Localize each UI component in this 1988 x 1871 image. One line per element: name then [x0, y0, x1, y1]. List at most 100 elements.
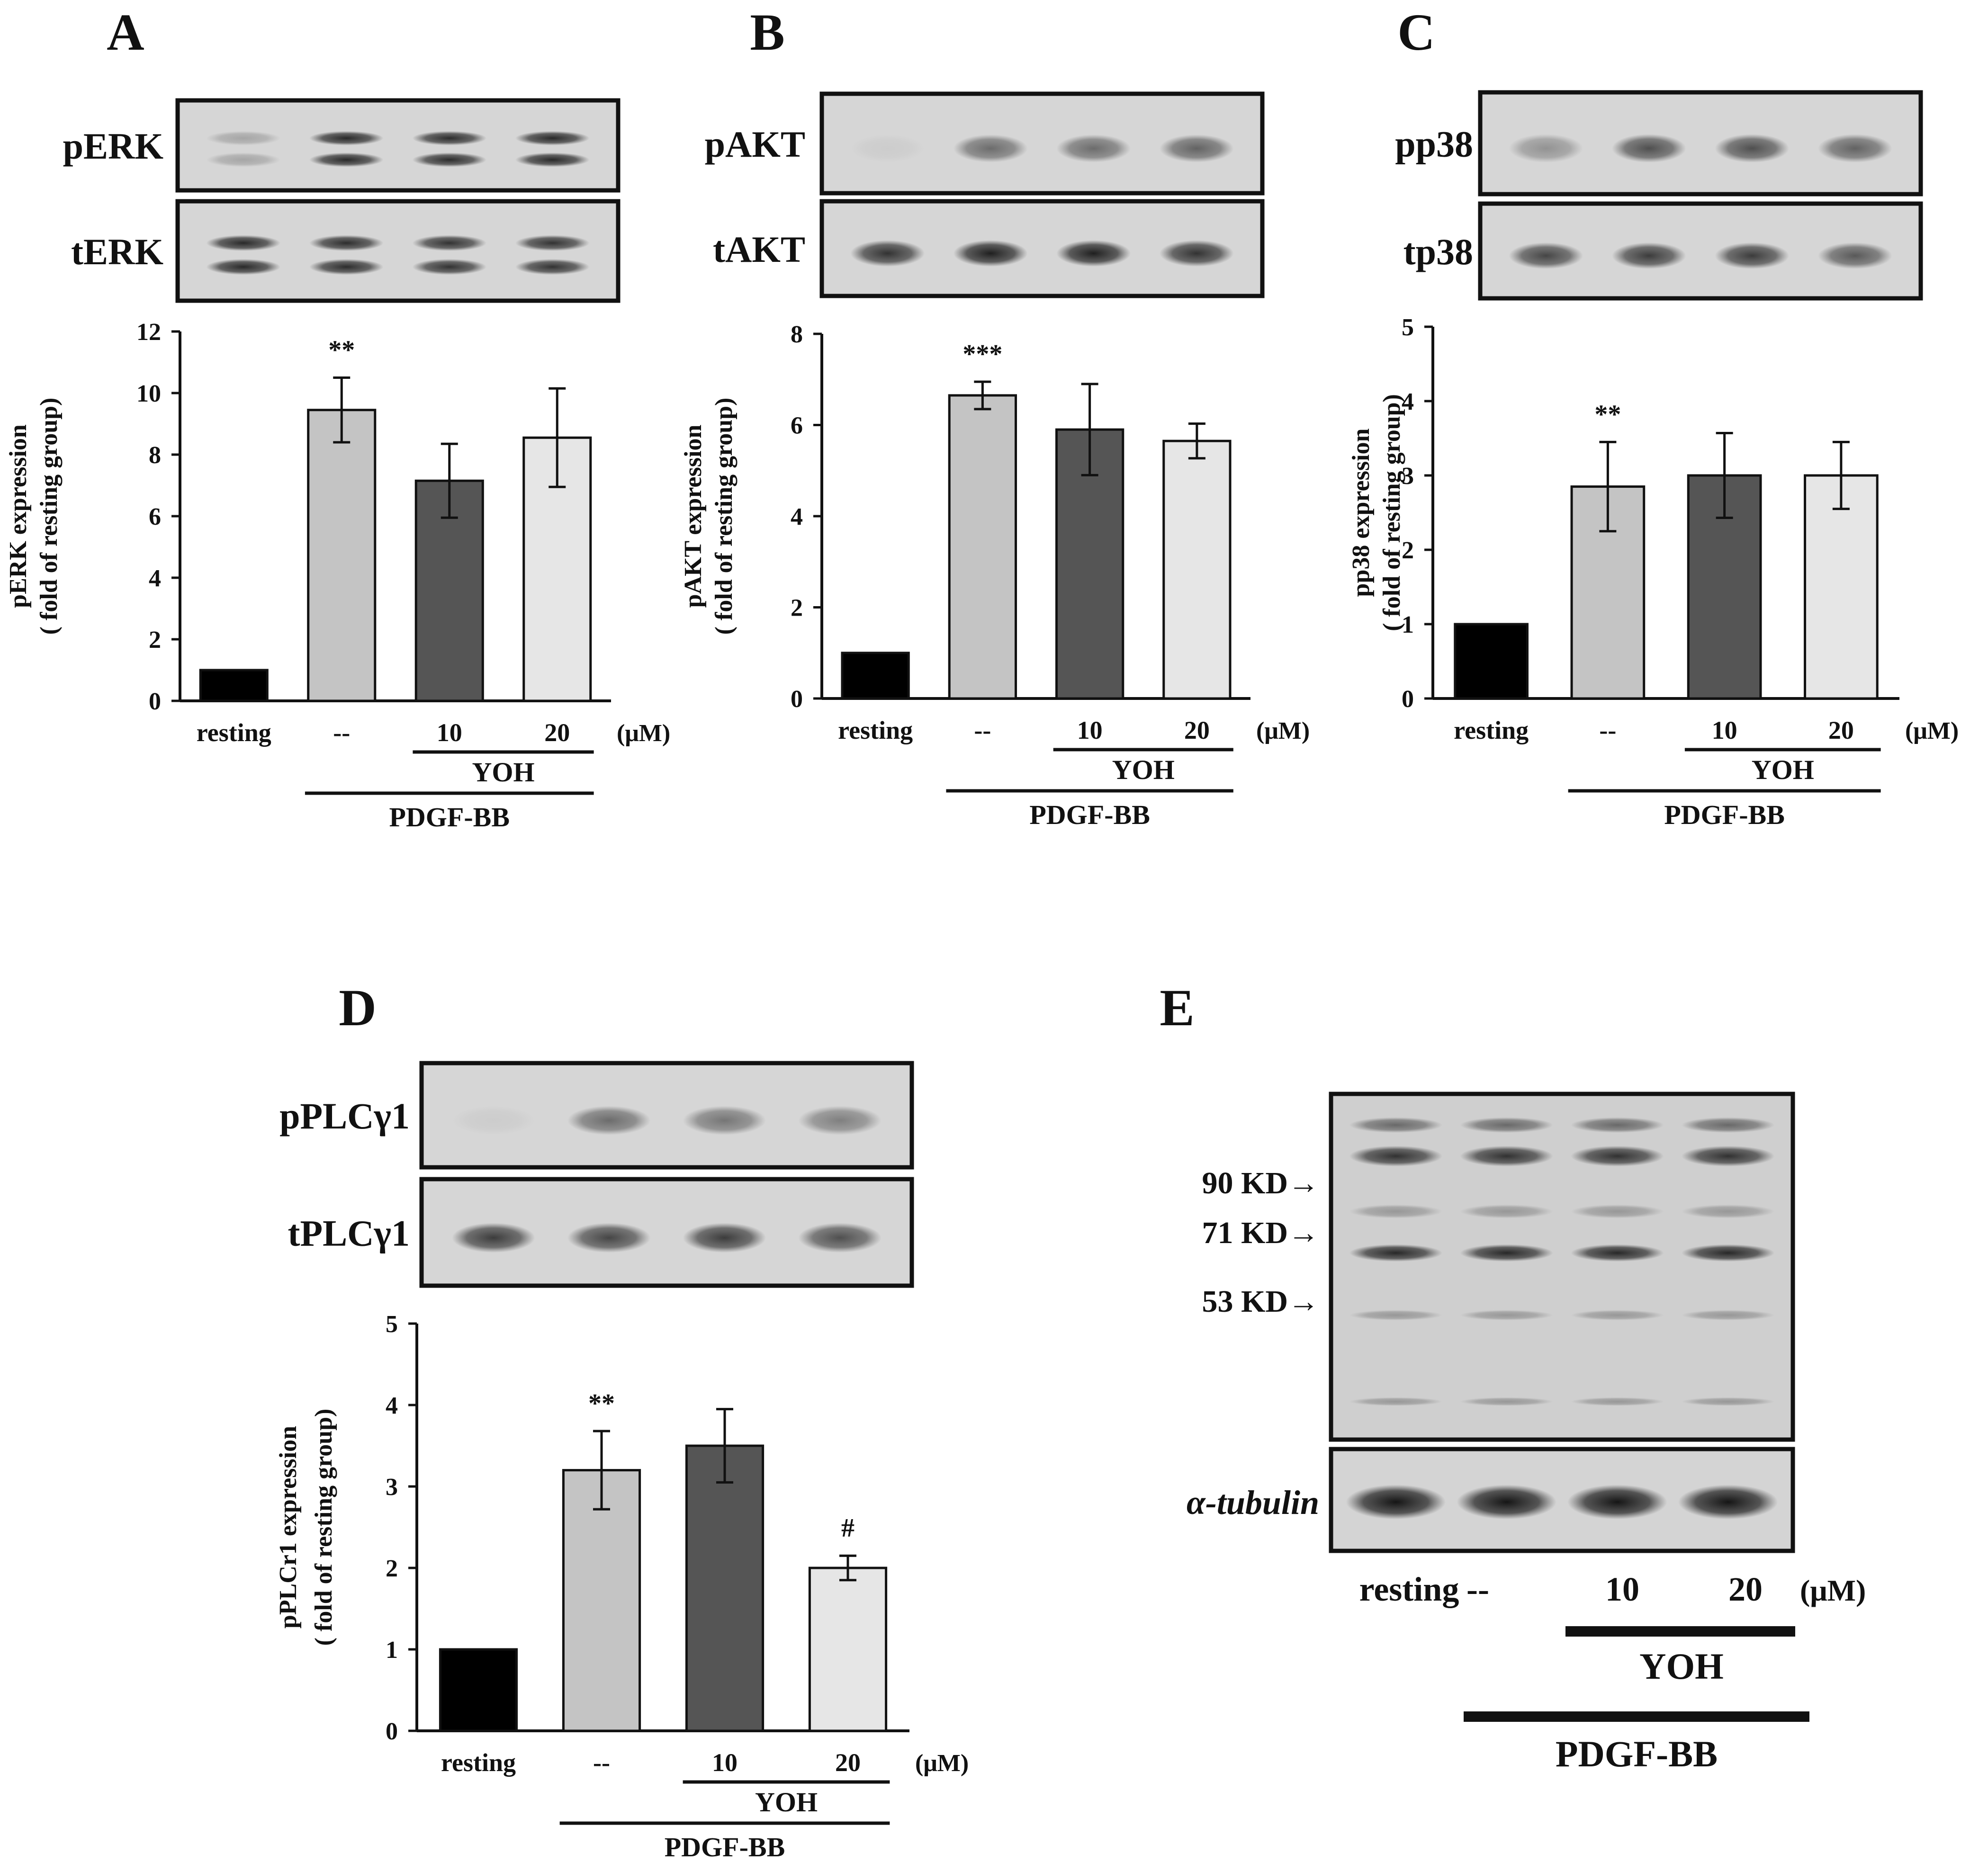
- blot-band: [515, 131, 590, 145]
- gel-band: [1349, 1117, 1443, 1133]
- tubulin-band: [1346, 1485, 1446, 1520]
- blot-band: [515, 235, 590, 251]
- blot-band: [309, 152, 384, 167]
- y-tick-label: 6: [791, 412, 803, 439]
- y-tick-label: 0: [386, 1718, 398, 1745]
- y-axis-label: pPLCr1 expression: [275, 1426, 302, 1629]
- blot-label: tp38: [1403, 231, 1473, 272]
- gel-band: [1460, 1204, 1553, 1218]
- blot-label: tAKT: [713, 229, 805, 270]
- y-tick-label: 6: [149, 503, 161, 530]
- blot-band: [412, 235, 487, 251]
- y-tick-label: 1: [1402, 611, 1414, 638]
- blot-band: [798, 1106, 882, 1135]
- blot-band: [1159, 134, 1234, 162]
- blot-band: [567, 1223, 651, 1253]
- gel-band: [1681, 1397, 1775, 1406]
- blot-band: [953, 134, 1028, 162]
- blot-pplc1: pPLCγ1: [279, 1061, 914, 1170]
- blot-band: [567, 1106, 651, 1135]
- blot-tplc1: tPLCγ1: [288, 1177, 914, 1288]
- bar: [808, 1567, 888, 1732]
- bar: [1162, 439, 1232, 700]
- x-tick-label: resting: [838, 716, 913, 744]
- gel-band: [1349, 1397, 1443, 1406]
- gel-band: [1460, 1146, 1553, 1167]
- blot-band: [1159, 240, 1234, 267]
- inhibitor-label: YOH: [1112, 754, 1175, 785]
- x-tick-label: --: [974, 716, 991, 744]
- gel-band: [1681, 1244, 1775, 1262]
- bar: [685, 1444, 765, 1732]
- y-tick-label: 12: [136, 319, 161, 346]
- blot-band: [683, 1223, 766, 1253]
- bar: [307, 409, 377, 702]
- blot-band: [850, 134, 925, 162]
- blot-band: [1509, 134, 1583, 163]
- panel-letter-D: D: [339, 979, 376, 1037]
- y-axis-label: pERK expression: [5, 424, 32, 608]
- blot-band: [206, 152, 281, 167]
- blot-band: [412, 259, 487, 275]
- gel-frame: [1329, 1092, 1795, 1442]
- blot-band: [412, 152, 487, 167]
- blot-band: [1056, 240, 1131, 267]
- blot-band: [850, 240, 925, 267]
- x-tick-label: 10: [1077, 716, 1103, 744]
- unit-label: (μM): [915, 1750, 969, 1777]
- blot-band: [1715, 242, 1790, 269]
- tubulin-band: [1678, 1485, 1778, 1520]
- stimulus-label: PDGF-BB: [665, 1832, 785, 1862]
- blot-takt: tAKT: [713, 199, 1265, 298]
- inhibitor-label: YOH: [1639, 1646, 1724, 1687]
- x-tick-label: 10: [712, 1748, 738, 1777]
- y-tick-label: 4: [1402, 388, 1414, 415]
- bar: [562, 1469, 641, 1732]
- blot-band: [1611, 242, 1686, 269]
- blot-perk: pERK: [63, 98, 621, 193]
- y-tick-label: 3: [1402, 463, 1414, 490]
- x-tick-label: resting: [441, 1748, 516, 1777]
- blot-band: [206, 235, 281, 251]
- y-tick-label: 0: [1402, 686, 1414, 713]
- gel-band: [1349, 1204, 1443, 1218]
- lane-label: --: [1466, 1570, 1489, 1608]
- y-tick-label: 5: [386, 1311, 398, 1338]
- blot-pp38: pp38: [1395, 90, 1923, 197]
- x-tick-label: --: [333, 718, 350, 747]
- panel-letter-E: E: [1160, 979, 1194, 1037]
- blot-band: [452, 1223, 535, 1253]
- blot-label: pAKT: [705, 124, 805, 165]
- y-tick-label: 4: [149, 565, 161, 592]
- blot-band: [1509, 242, 1583, 269]
- y-axis-label: pp38 expression: [1348, 428, 1375, 597]
- chart-A: 0 2 4 6 8 10 12 pERK expression( fold of restin…: [5, 319, 670, 833]
- bar: [948, 394, 1017, 700]
- panel-letter-A: A: [107, 3, 144, 61]
- inhibitor-label: YOH: [755, 1787, 818, 1817]
- gel-band: [1681, 1204, 1775, 1218]
- bar: [1804, 474, 1879, 700]
- bar: [1454, 623, 1529, 700]
- x-tick-label: 20: [835, 1748, 861, 1777]
- marker-label: 71 KD→: [1202, 1216, 1320, 1250]
- gel-band: [1681, 1117, 1775, 1133]
- stimulus-label: PDGF-BB: [1556, 1733, 1718, 1774]
- blot-band: [1715, 134, 1790, 163]
- x-tick-label: --: [1599, 716, 1616, 744]
- blot-band: [309, 235, 384, 251]
- lane-label: 10: [1605, 1570, 1639, 1608]
- blot-label: pPLCγ1: [279, 1095, 410, 1137]
- y-tick-label: 5: [1402, 314, 1414, 341]
- y-axis-label: pAKT expression: [680, 425, 707, 608]
- chart-D: 0 1 2 3 4 5 pPLCr1 expression ( fold of resting…: [275, 1311, 969, 1862]
- unit-label: (μM): [1256, 717, 1310, 744]
- tubulin-band: [1567, 1485, 1667, 1520]
- y-tick-label: 0: [791, 686, 803, 713]
- lane-label: resting: [1359, 1570, 1459, 1608]
- blot-label: tPLCγ1: [288, 1213, 410, 1254]
- stimulus-label: PDGF-BB: [1664, 799, 1785, 830]
